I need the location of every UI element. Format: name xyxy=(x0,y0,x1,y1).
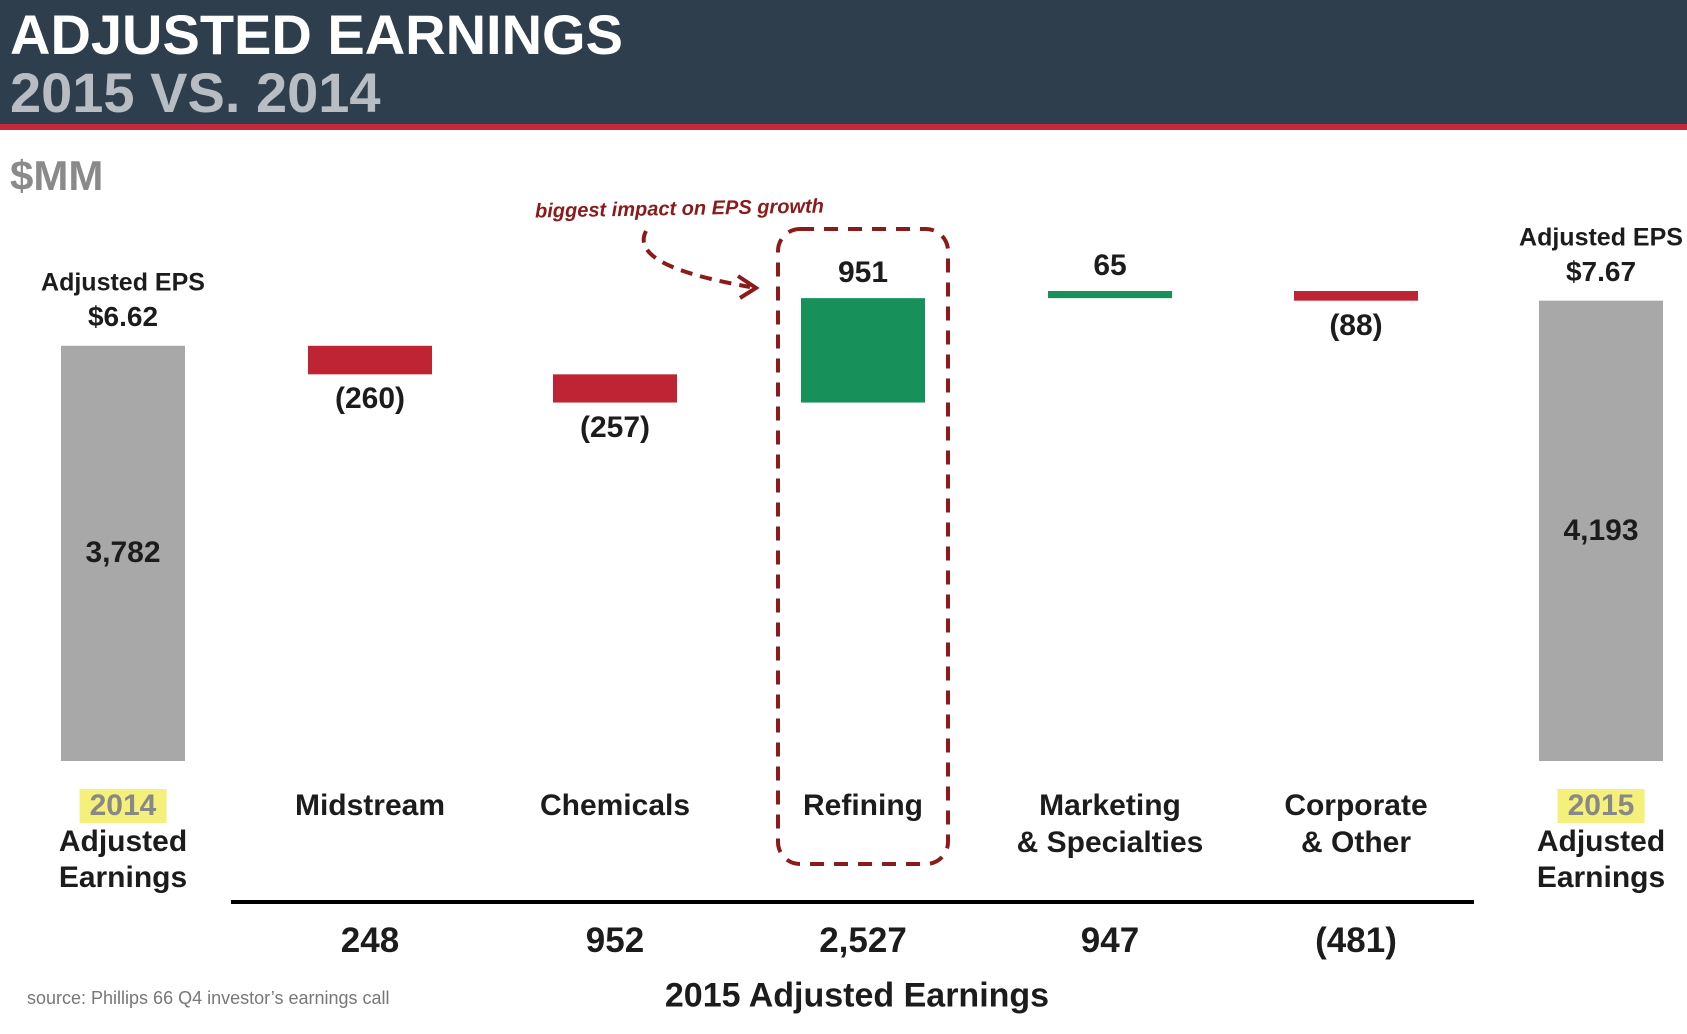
header-band: ADJUSTED EARNINGS 2015 VS. 2014 xyxy=(0,0,1687,130)
year-label: 2015 xyxy=(1557,789,1645,823)
table-value: 952 xyxy=(585,921,645,960)
category-label: Marketing xyxy=(1039,789,1181,822)
highlight-box xyxy=(776,227,950,866)
category-label: Adjusted Earnings xyxy=(1536,825,1666,894)
eps-value: $7.67 xyxy=(1565,255,1637,287)
table-value: 2,527 xyxy=(819,921,907,960)
table-value: 947 xyxy=(1080,921,1140,960)
total-bar xyxy=(61,345,185,761)
year-label: 2014 xyxy=(79,789,167,823)
annotation-arrow xyxy=(641,230,751,289)
value-label: (88) xyxy=(1329,308,1383,342)
table-title: 2015 Adjusted Earnings xyxy=(664,976,1050,1015)
delta-bar xyxy=(801,298,925,403)
category-label: Corporate xyxy=(1284,789,1428,822)
delta-bar xyxy=(1048,291,1172,299)
value-label: (260) xyxy=(334,382,406,416)
arrow-head xyxy=(736,274,760,300)
category-label: Midstream xyxy=(294,789,446,822)
source: source: Phillips 66 Q4 investor’s earnin… xyxy=(27,988,390,1008)
value-label: 65 xyxy=(1093,249,1127,282)
subtitle: 2015 VS. 2014 xyxy=(10,61,381,124)
title: ADJUSTED EARNINGS xyxy=(10,3,623,66)
table-value: (481) xyxy=(1315,921,1397,960)
delta-bar xyxy=(1294,291,1418,301)
category-label: Refining xyxy=(803,789,923,822)
value-label: (257) xyxy=(579,410,651,444)
table-value: 248 xyxy=(340,921,400,960)
eps-value: $6.62 xyxy=(87,300,159,332)
eps-label: Adjusted EPS xyxy=(1519,223,1683,252)
category-label: & Other xyxy=(1300,826,1412,859)
category-label: & Specialties xyxy=(1016,826,1204,859)
total-bar xyxy=(1539,300,1663,761)
unit-label: $MM xyxy=(10,152,104,199)
category-label: Adjusted Earnings xyxy=(58,825,188,894)
category-label: Chemicals xyxy=(539,789,691,822)
value-label: 3,782 xyxy=(85,536,161,570)
value-label: 951 xyxy=(837,256,889,290)
eps-label: Adjusted EPS xyxy=(41,268,205,297)
delta-bar xyxy=(553,374,677,403)
delta-bar xyxy=(308,345,432,375)
value-label: 4,193 xyxy=(1563,513,1639,547)
